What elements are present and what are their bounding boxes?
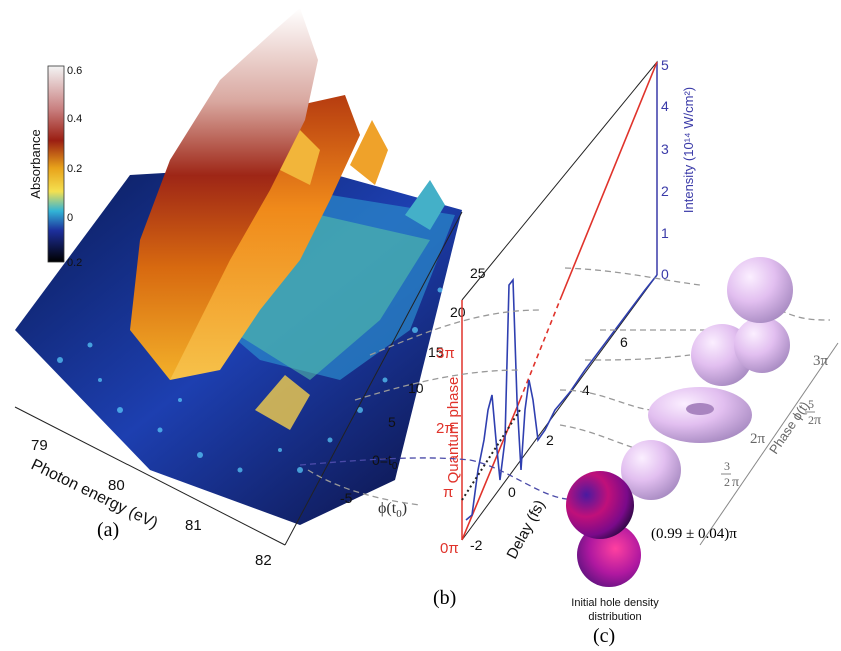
- connector: [584, 354, 691, 361]
- phase-curve-solid-upper: [559, 61, 658, 301]
- delay-axis-b: [461, 274, 658, 541]
- delay-tick: 0=t0: [372, 452, 398, 472]
- connector: [779, 309, 831, 321]
- delay-tick: 15: [428, 344, 444, 360]
- axis-line: [14, 406, 286, 546]
- colorbar-scale: [47, 65, 65, 263]
- surface-peak: [350, 120, 388, 185]
- delay-b-tick: -2: [470, 537, 483, 553]
- intensity-tick: 4: [661, 98, 669, 114]
- phase-tick: π: [443, 484, 453, 501]
- quantum-phase-title: Quantum phase: [445, 377, 462, 484]
- delay-b-title: Delay (fs): [504, 497, 549, 562]
- hole-density-sphere: [621, 440, 681, 500]
- connector: [369, 309, 541, 356]
- delay-b-tick: 2: [546, 432, 554, 448]
- intensity-tick: 5: [661, 57, 669, 73]
- phase-c-title: Phase ϕ(t): [766, 399, 812, 457]
- torus-hole: [686, 403, 714, 415]
- phase-c-tick: 2: [808, 413, 814, 427]
- delay-tick: 10: [408, 380, 424, 396]
- delay-tick: 20: [450, 304, 466, 320]
- phase-c-tick: 5: [808, 397, 814, 411]
- phase-c-tick: 2: [724, 475, 730, 489]
- surface-speckles: [57, 287, 443, 473]
- colorbar-tick: 0.4: [67, 113, 82, 125]
- phase-c-tick: 3π: [813, 353, 829, 369]
- connector-t0: [299, 457, 471, 466]
- surface-peak: [255, 375, 310, 430]
- panel-label-a: (a): [97, 519, 120, 541]
- photon-axis-title: Photon energy (eV): [28, 456, 160, 532]
- surface-green-band: [230, 215, 430, 380]
- colorbar: Absorbance 0.6 0.4 0.2 0 0.2: [28, 65, 82, 269]
- panel-label-c: (c): [593, 625, 616, 647]
- phase-c-tick: π: [814, 413, 821, 428]
- intensity-trace: [465, 274, 658, 521]
- connector: [559, 389, 651, 411]
- phase-tick: 3π: [436, 345, 455, 362]
- connector: [307, 469, 421, 506]
- phase-c-tick: 3: [724, 459, 730, 473]
- panel-a-surface: [15, 8, 462, 525]
- connector: [354, 369, 521, 401]
- panel-c-spheres: [566, 257, 793, 587]
- phi-t0-label: ϕ(t0): [378, 500, 407, 520]
- intensity-tick: 1: [661, 225, 669, 241]
- delay-b-tick: 4: [582, 382, 590, 398]
- phase-curve-solid: [461, 399, 521, 541]
- delay-tick: 5: [388, 414, 396, 430]
- phase-curve-dashed: [519, 299, 561, 401]
- initial-phase-value: (0.99 ± 0.04)π: [651, 526, 737, 542]
- axis-line: [699, 342, 839, 546]
- photon-tick: 79: [31, 437, 48, 454]
- colorbar-tick: 0.2: [67, 257, 82, 269]
- delay-tick: 25: [470, 265, 486, 281]
- delay-b-tick: 6: [620, 334, 628, 350]
- delay-tick: -5: [340, 490, 353, 506]
- phase-tick: 0π: [440, 540, 459, 557]
- intensity-tick: 3: [661, 141, 669, 157]
- caption-line-2: distribution: [588, 611, 641, 623]
- colorbar-title: Absorbance: [28, 129, 43, 198]
- frame-back: [461, 60, 658, 301]
- hole-density-sphere: [727, 257, 793, 323]
- connector-lines: [299, 267, 831, 506]
- photon-tick: 82: [255, 552, 272, 569]
- intensity-tick: 2: [661, 183, 669, 199]
- delay-axis-a: 25 20 15 10 5 0=t0 -5: [284, 211, 486, 546]
- surface-peak: [280, 130, 320, 185]
- axis-line: [284, 211, 463, 546]
- colorbar-tick: 0: [67, 212, 73, 224]
- phase-c-tick: 2π: [750, 431, 766, 447]
- surface-peak: [405, 180, 445, 230]
- photon-tick: 80: [108, 477, 125, 494]
- intensity-title: Intensity (10¹⁴ W/cm²): [681, 87, 696, 213]
- panel-label-b: (b): [433, 587, 457, 609]
- connector: [559, 424, 641, 451]
- connector: [564, 267, 701, 286]
- colorbar-tick: 0.2: [67, 163, 82, 175]
- photon-tick: 81: [185, 517, 202, 534]
- initial-hole-sphere-upper: [566, 471, 634, 539]
- phase-tick: 2π: [436, 420, 455, 437]
- delay-b-tick: 0: [508, 484, 516, 500]
- surface-main-ridge: [130, 8, 318, 380]
- initial-hole-sphere-lower: [577, 523, 641, 587]
- hole-density-sphere: [734, 317, 790, 373]
- caption-line-1: Initial hole density: [571, 597, 659, 609]
- colorbar-tick: 0.6: [67, 65, 82, 77]
- intensity-tick: 0: [661, 266, 669, 282]
- phase-c-tick: π: [732, 475, 739, 490]
